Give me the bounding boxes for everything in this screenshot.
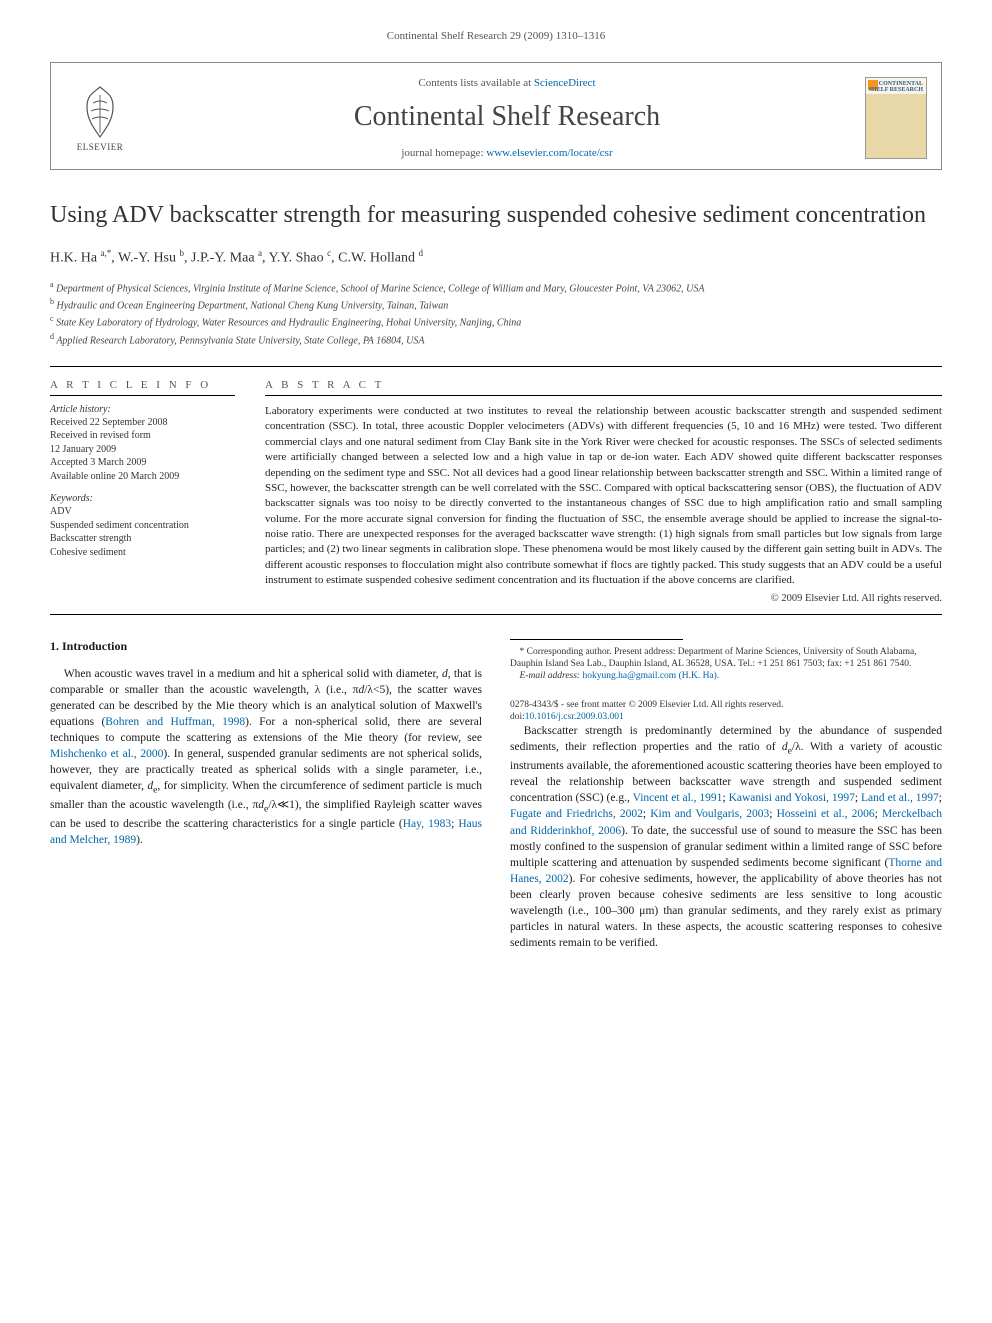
divider (50, 614, 942, 615)
doi-link[interactable]: 10.1016/j.csr.2009.03.001 (525, 712, 624, 722)
author-list: H.K. Ha a,*, W.-Y. Hsu b, J.P.-Y. Maa a,… (50, 248, 942, 267)
sciencedirect-link[interactable]: ScienceDirect (534, 77, 596, 89)
affiliations: a Department of Physical Sciences, Virgi… (50, 279, 942, 348)
body-paragraph: When acoustic waves travel in a medium a… (50, 666, 482, 848)
homepage-link[interactable]: www.elsevier.com/locate/csr (486, 147, 612, 159)
doi-block: 0278-4343/$ - see front matter © 2009 El… (510, 699, 942, 724)
abstract-text: Laboratory experiments were conducted at… (265, 404, 942, 589)
footnote-separator (510, 639, 683, 640)
running-head: Continental Shelf Research 29 (2009) 131… (50, 30, 942, 42)
history-text: Received 22 September 2008Received in re… (50, 416, 235, 484)
keywords-heading: Keywords: (50, 493, 235, 504)
article-info-sidebar: A R T I C L E I N F O Article history: R… (50, 379, 235, 604)
masthead-center: Contents lists available at ScienceDirec… (149, 77, 865, 159)
divider (50, 395, 235, 396)
copyright-line: © 2009 Elsevier Ltd. All rights reserved… (265, 593, 942, 604)
front-matter-line: 0278-4343/$ - see front matter © 2009 El… (510, 699, 942, 711)
abstract-column: A B S T R A C T Laboratory experiments w… (265, 379, 942, 604)
email-link[interactable]: hokyung.ha@gmail.com (H.K. Ha). (582, 671, 719, 681)
divider (50, 366, 942, 367)
homepage-label: journal homepage: (401, 147, 486, 159)
contents-label: Contents lists available at (418, 77, 533, 89)
body-two-column: 1. Introduction When acoustic waves trav… (50, 639, 942, 952)
body-paragraph: Backscatter strength is predominantly de… (510, 723, 942, 951)
keywords-list: ADVSuspended sediment concentrationBacks… (50, 505, 235, 559)
email-footnote: E-mail address: hokyung.ha@gmail.com (H.… (510, 670, 942, 682)
publisher-logo: ELSEVIER (65, 78, 135, 158)
abstract-heading: A B S T R A C T (265, 379, 942, 391)
article-title: Using ADV backscatter strength for measu… (50, 200, 942, 230)
corresponding-author-footnote: * Corresponding author. Present address:… (510, 646, 942, 671)
journal-title: Continental Shelf Research (149, 101, 865, 133)
publisher-name: ELSEVIER (77, 142, 124, 152)
article-info-heading: A R T I C L E I N F O (50, 379, 235, 391)
history-heading: Article history: (50, 404, 235, 415)
journal-cover-thumbnail: CONTINENTALSHELF RESEARCH (865, 77, 927, 159)
divider (265, 395, 942, 396)
section-heading: 1. Introduction (50, 639, 482, 654)
journal-masthead: ELSEVIER Contents lists available at Sci… (50, 62, 942, 170)
